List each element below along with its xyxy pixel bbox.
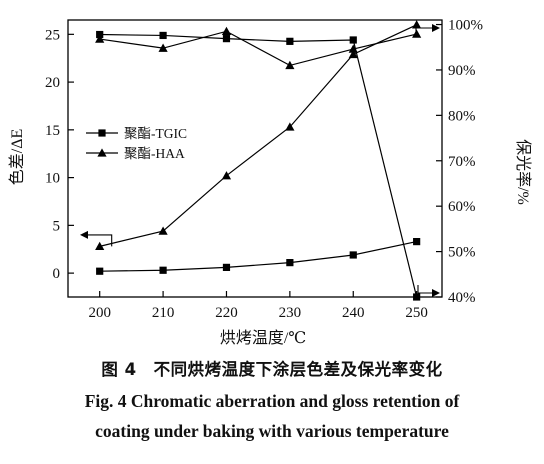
y-axis-left-label: 色差/ΔE <box>8 129 26 186</box>
left-axis-arrow <box>84 234 113 247</box>
data-point <box>413 293 421 301</box>
data-point <box>413 238 421 246</box>
y-right-tick-label: 90% <box>448 63 476 79</box>
chart: 200 210 220 230 240 250 0 5 10 15 20 25 40% 50% 60% 70%… <box>8 18 532 347</box>
series-line <box>99 241 417 272</box>
y-left-tick-label: 0 <box>53 266 61 282</box>
left-arrow-head <box>80 230 88 239</box>
data-point <box>348 49 358 59</box>
legend: 聚酯-TGIC 聚酯-HAA <box>86 126 187 161</box>
data-point <box>221 26 232 36</box>
plot-frame <box>67 19 443 298</box>
y-left-tick-label: 20 <box>45 75 60 91</box>
data-point <box>412 20 422 29</box>
series-line <box>99 33 418 298</box>
data-point <box>95 34 105 43</box>
series-line <box>99 24 417 247</box>
y-left-tick-label: 25 <box>45 27 60 43</box>
data-series <box>95 20 422 301</box>
data-point <box>222 35 231 43</box>
x-tick-label: 200 <box>88 305 111 321</box>
axes <box>67 19 443 298</box>
y-right-tick-label: 80% <box>448 108 476 124</box>
figure-caption-english-line2: coating under baking with various temper… <box>95 421 449 441</box>
tick-labels: 200 210 220 230 240 250 0 5 10 15 20 25 40% 50% 60% 70%… <box>45 18 483 321</box>
y-right-tick-label: 40% <box>448 290 476 306</box>
data-point <box>286 259 294 267</box>
y-right-tick-label: 60% <box>448 199 476 215</box>
series-tgic-left <box>96 238 421 275</box>
legend-label: 聚酯-HAA <box>124 146 185 161</box>
data-point <box>221 171 232 180</box>
data-point <box>285 60 295 70</box>
y-right-tick-label: 100% <box>448 18 483 34</box>
legend-marker <box>97 148 107 157</box>
legend-label: 聚酯-TGIC <box>124 126 187 141</box>
data-point <box>285 122 295 131</box>
data-point <box>286 37 294 45</box>
series-haa-left <box>95 20 422 251</box>
x-tick-label: 210 <box>152 305 175 321</box>
right-arrow-head-top <box>432 24 440 32</box>
series-line <box>99 30 417 67</box>
data-point <box>158 43 168 52</box>
y-axis-right-label: 保光率/% <box>514 139 532 205</box>
right-arrow-head-bottom <box>432 289 440 297</box>
x-tick-label: 250 <box>405 305 428 321</box>
data-point <box>349 251 357 259</box>
data-point <box>348 44 358 53</box>
data-point <box>159 31 167 40</box>
y-right-tick-label: 70% <box>448 154 476 170</box>
y-left-tick-label: 15 <box>45 123 60 139</box>
data-point <box>95 241 105 251</box>
legend-item: 聚酯-HAA <box>86 146 185 161</box>
data-point <box>222 263 231 271</box>
data-point <box>158 226 168 235</box>
data-point <box>159 266 167 274</box>
y-right-tick-label: 50% <box>448 245 476 261</box>
data-point <box>412 29 422 38</box>
x-tick-label: 220 <box>215 305 238 321</box>
legend-item: 聚酯-TGIC <box>86 126 187 141</box>
y-left-tick-label: 10 <box>45 171 60 187</box>
figure-caption-english-line1: Fig. 4 Chromatic aberration and gloss re… <box>84 391 460 411</box>
series-tgic-right <box>96 30 421 301</box>
y-left-tick-label: 5 <box>53 218 61 234</box>
x-tick-label: 240 <box>342 305 365 321</box>
data-point <box>349 36 357 44</box>
right-axis-arrow-bottom <box>417 285 438 294</box>
x-tick-label: 230 <box>279 305 302 321</box>
legend-marker <box>98 129 106 137</box>
data-point <box>96 267 104 275</box>
x-axis-label: 烘烤温度/℃ <box>220 329 306 347</box>
series-haa-right <box>95 26 422 70</box>
figure-caption-chinese: 图 4 不同烘烤温度下涂层色差及保光率变化 <box>101 360 443 379</box>
